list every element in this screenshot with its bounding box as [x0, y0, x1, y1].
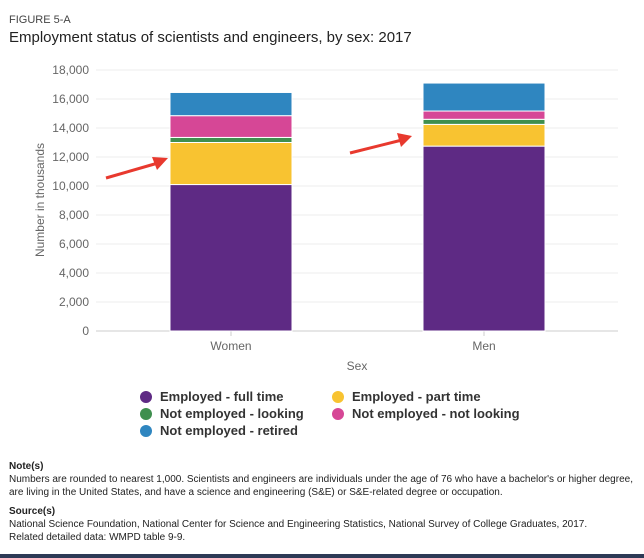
bar-segment-women-4: [169, 91, 293, 117]
bar-segment-women-1: [169, 142, 293, 186]
legend-swatch-icon: [140, 407, 152, 420]
legend-item[interactable]: Not employed - retired: [140, 423, 298, 438]
stacked-bar-chart: 0 2,000 4,000 6,000 8,000 10,000 12,000 14,000 1…: [33, 63, 618, 373]
y-tick-label: 4,000: [59, 266, 89, 280]
bar-segment-men-4: [422, 82, 546, 112]
y-tick-label: 6,000: [59, 237, 89, 251]
footer-bar: [0, 554, 644, 558]
y-tick-label: 8,000: [59, 208, 89, 222]
legend-item[interactable]: Not employed - not looking: [332, 406, 520, 421]
x-axis-label: Sex: [347, 359, 368, 373]
y-axis-label: Number in thousands: [33, 143, 47, 257]
legend-label: Not employed - retired: [160, 423, 298, 438]
notes-text: Numbers are rounded to nearest 1,000. Sc…: [9, 474, 633, 498]
legend-label: Not employed - looking: [160, 406, 304, 421]
legend-swatch-icon: [332, 407, 344, 420]
bar-segment-women-2: [169, 136, 293, 144]
legend-label: Employed - full time: [160, 389, 284, 404]
legend-item[interactable]: Employed - full time: [140, 389, 284, 404]
y-tick-label: 16,000: [52, 92, 89, 106]
x-tick-label: Men: [472, 339, 495, 353]
y-tick-label: 14,000: [52, 121, 89, 135]
related-data-text: Related detailed data: WMPD table 9-9.: [9, 532, 186, 543]
legend-label: Not employed - not looking: [352, 406, 520, 421]
y-tick-label: 2,000: [59, 295, 89, 309]
sources-heading: Source(s): [9, 506, 56, 517]
legend-label: Employed - part time: [352, 389, 481, 404]
y-tick-label: 10,000: [52, 179, 89, 193]
bar-segment-women-0: [169, 184, 293, 332]
bar-segment-women-3: [169, 115, 293, 138]
bar-segment-men-0: [422, 145, 546, 332]
legend-swatch-icon: [332, 390, 344, 403]
x-tick-label: Women: [210, 339, 251, 353]
figure-label: FIGURE 5-A: [9, 14, 71, 26]
y-tick-label: 0: [82, 324, 89, 338]
notes-section: Note(s) Numbers are rounded to nearest 1…: [9, 456, 634, 544]
legend-swatch-icon: [140, 424, 152, 437]
chart-title: Employment status of scientists and engi…: [9, 29, 412, 46]
arrow-annotation-women: [105, 157, 168, 180]
y-tick-label: 12,000: [52, 150, 89, 164]
legend-item[interactable]: Not employed - looking: [140, 406, 304, 421]
bar-segment-men-3: [422, 110, 546, 120]
sources-text: National Science Foundation, National Ce…: [9, 519, 588, 530]
y-tick-label: 18,000: [52, 63, 89, 77]
legend-swatch-icon: [140, 390, 152, 403]
notes-heading: Note(s): [9, 461, 44, 472]
bar-segment-men-2: [422, 118, 546, 125]
bar-segment-men-1: [422, 123, 546, 147]
arrow-annotation-men: [349, 133, 412, 155]
legend-item[interactable]: Employed - part time: [332, 389, 481, 404]
